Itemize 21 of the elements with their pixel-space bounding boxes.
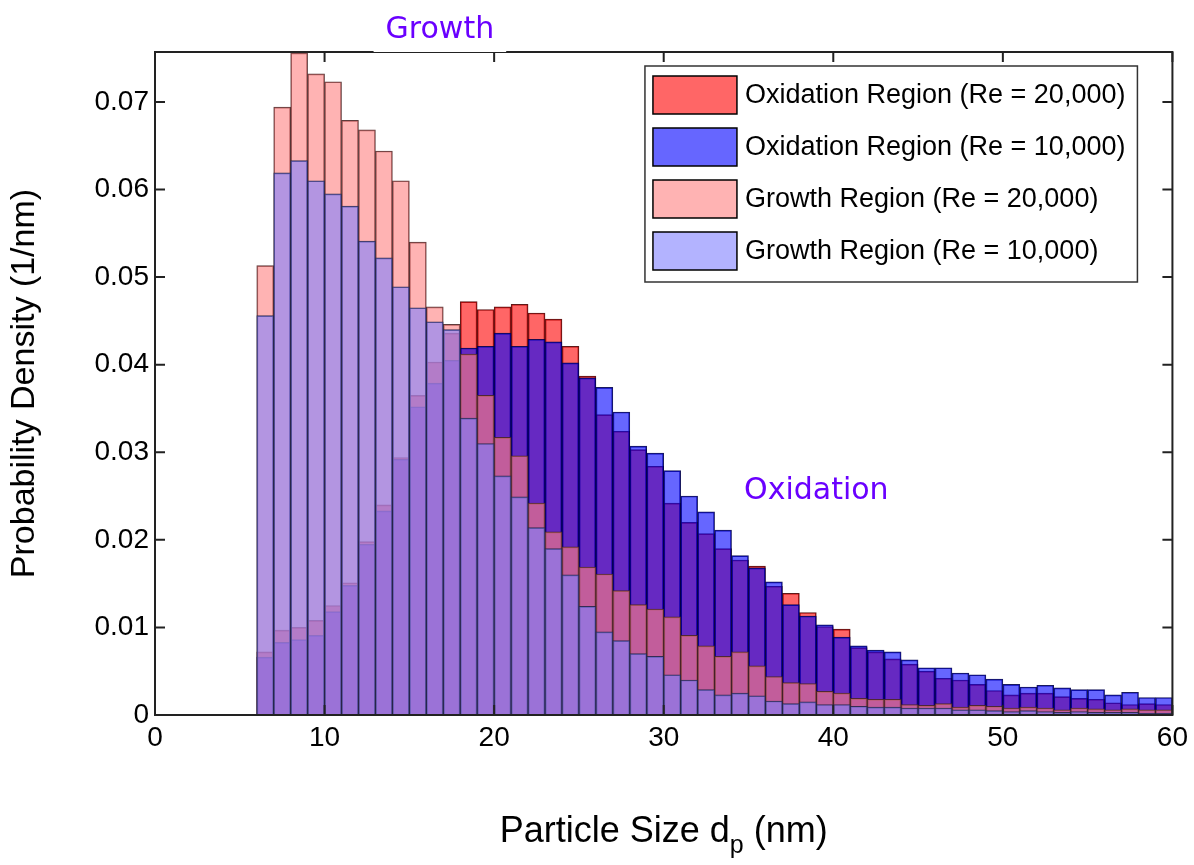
x-tick-label: 60 — [1156, 720, 1189, 752]
legend-label: Growth Region (Re = 10,000) — [744, 235, 1099, 266]
x-tick-label: 40 — [817, 720, 849, 752]
y-tick-label: 0.05 — [94, 259, 149, 291]
y-tick-label: 0.04 — [94, 347, 149, 379]
y-tick-label: 0 — [133, 697, 149, 729]
legend-label: Oxidation Region (Re = 20,000) — [744, 79, 1126, 110]
x-tick-label: 10 — [308, 720, 341, 752]
x-tick-label: 30 — [648, 720, 680, 752]
annotation: Oxidation — [744, 471, 889, 507]
legend-label: Growth Region (Re = 20,000) — [744, 183, 1099, 214]
text: Growth — [385, 9, 495, 45]
y-axis-title: Probability Density (1/nm) — [2, 188, 41, 579]
y-tick-label: 0.02 — [94, 522, 149, 554]
y-tick-label: 0.06 — [94, 172, 149, 204]
x-tick-label: 20 — [478, 720, 510, 752]
y-tick-label: 0.01 — [94, 610, 149, 642]
y-tick-label: 0.07 — [94, 84, 149, 116]
legend-label: Oxidation Region (Re = 10,000) — [744, 131, 1126, 162]
y-tick-label: 0.03 — [94, 434, 149, 466]
x-tick-label: 50 — [987, 720, 1019, 752]
